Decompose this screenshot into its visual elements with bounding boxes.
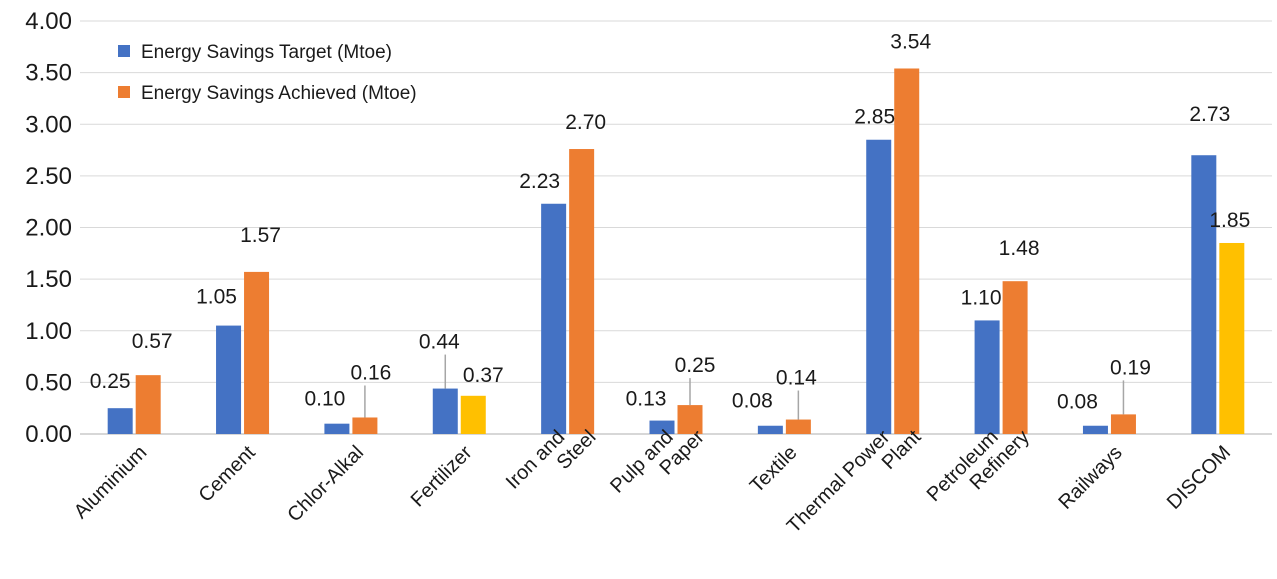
y-tick-label: 1.00	[25, 318, 72, 345]
legend-swatch	[118, 86, 130, 98]
data-label: 1.48	[999, 237, 1040, 260]
y-tick-label: 3.50	[25, 60, 72, 87]
gridlines	[80, 20, 1272, 435]
data-label: 1.05	[196, 286, 237, 309]
data-label: 2.73	[1189, 103, 1230, 126]
data-label: 0.19	[1110, 356, 1151, 379]
achieved-bar	[894, 68, 920, 435]
achieved-bar	[1219, 242, 1245, 434]
achieved-bar	[244, 271, 270, 434]
achieved-bar	[1002, 281, 1028, 434]
target-bar	[974, 320, 1000, 434]
target-bar	[757, 425, 783, 434]
data-label: 0.10	[304, 388, 345, 411]
y-tick-label: 2.00	[25, 215, 72, 242]
achieved-bar	[569, 149, 595, 434]
x-tick-label: Aluminium	[70, 442, 152, 524]
legend-label: Energy Savings Achieved (Mtoe)	[141, 83, 417, 104]
data-label: 0.57	[132, 330, 173, 353]
data-label: 0.44	[419, 331, 460, 354]
data-label: 0.14	[776, 367, 817, 390]
data-label: 0.25	[675, 354, 716, 377]
x-tick-label-line: Textile	[746, 442, 802, 498]
legend-swatch	[118, 45, 130, 57]
x-tick-label-line: Fertilizer	[407, 441, 477, 511]
data-label: 0.16	[350, 361, 391, 384]
y-tick-label: 0.50	[25, 369, 72, 396]
x-tick-label: Railways	[1055, 442, 1127, 514]
x-tick-label: Textile	[746, 442, 802, 498]
data-label: 2.85	[854, 106, 895, 129]
target-bar	[216, 325, 242, 434]
y-tick-label: 4.00	[25, 8, 72, 35]
data-labels: 0.250.571.051.570.100.160.440.372.232.70…	[90, 30, 1251, 413]
achieved-bar	[785, 419, 811, 434]
legend-label: Energy Savings Target (Mtoe)	[141, 42, 392, 63]
data-label-leaders	[364, 354, 1125, 420]
x-tick-label-line: Thermal Power	[783, 426, 895, 538]
target-bar	[1191, 155, 1217, 434]
data-label: 1.85	[1209, 209, 1250, 232]
data-label: 0.13	[626, 388, 667, 411]
y-tick-label: 3.00	[25, 111, 72, 138]
data-label: 0.08	[732, 390, 773, 413]
achieved-bar	[1110, 414, 1136, 434]
x-tick-label: DISCOM	[1163, 442, 1235, 514]
target-bar	[866, 139, 892, 435]
x-tick-label: Cement	[195, 441, 260, 506]
data-label: 0.08	[1057, 391, 1098, 414]
data-label: 1.10	[961, 286, 1002, 309]
data-label: 2.23	[519, 170, 560, 193]
target-bar	[324, 423, 350, 434]
data-label: 3.54	[890, 30, 931, 53]
bars	[107, 68, 1245, 435]
data-label: 0.25	[90, 370, 131, 393]
y-tick-label: 1.50	[25, 266, 72, 293]
x-tick-label: Fertilizer	[407, 441, 477, 511]
data-label: 1.57	[240, 224, 281, 247]
x-tick-label-line: Chlor-Alkal	[283, 442, 368, 527]
legend: Energy Savings Target (Mtoe) Energy Savin…	[118, 42, 417, 104]
achieved-bar	[460, 395, 486, 434]
achieved-bar	[135, 375, 161, 434]
data-label: 0.37	[463, 364, 504, 387]
y-tick-label: 2.50	[25, 163, 72, 190]
x-tick-label-line: DISCOM	[1163, 442, 1235, 514]
achieved-bar	[352, 417, 378, 434]
achieved-bar	[677, 405, 703, 434]
x-tick-label-line: Cement	[195, 441, 260, 506]
y-tick-label: 0.00	[25, 421, 72, 448]
target-bar	[649, 420, 675, 434]
target-bar	[432, 388, 458, 434]
y-axis-ticks: 0.00 0.50 1.00 1.50 2.00 2.50 3.00 3.50 4.00	[25, 8, 72, 448]
x-tick-label-line: Aluminium	[70, 442, 152, 524]
target-bar	[541, 203, 567, 434]
target-bar	[107, 408, 133, 434]
x-tick-label: Chlor-Alkal	[283, 442, 368, 527]
target-bar	[1082, 425, 1108, 434]
x-tick-label-line: Railways	[1055, 442, 1127, 514]
data-label: 2.70	[565, 111, 606, 134]
